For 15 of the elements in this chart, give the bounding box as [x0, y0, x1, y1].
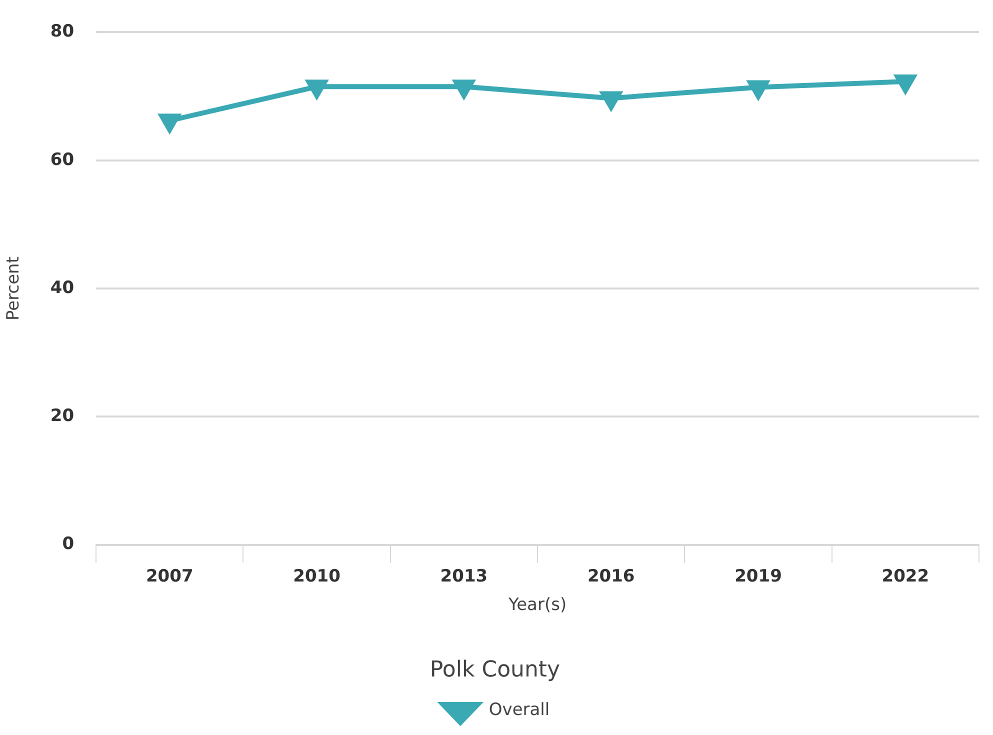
x-tick-label: 2013: [440, 566, 488, 586]
legend-label: Overall: [488, 700, 550, 720]
x-tick-label: 2016: [587, 566, 635, 586]
y-tick-label: 40: [50, 278, 74, 298]
y-tick-label: 60: [50, 150, 74, 170]
x-tick-label: 2022: [882, 566, 930, 586]
y-axis-title: Percent: [4, 256, 24, 320]
y-tick-label: 20: [50, 406, 74, 426]
x-tick-label: 2007: [146, 566, 194, 586]
legend-title: Polk County: [430, 657, 560, 682]
x-tick-label: 2019: [734, 566, 782, 586]
y-tick-label: 80: [50, 22, 74, 42]
y-tick-label: 0: [62, 534, 74, 554]
x-tick-label: 2010: [293, 566, 341, 586]
x-axis-title: Year(s): [507, 594, 567, 615]
